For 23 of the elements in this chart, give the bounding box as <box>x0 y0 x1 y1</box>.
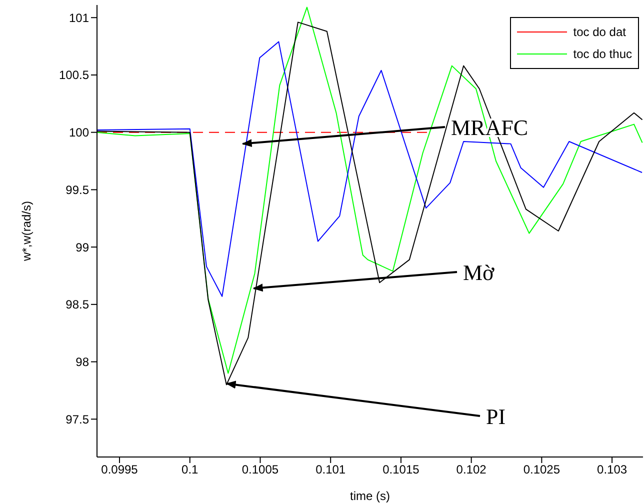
x-axis-title: time (s) <box>350 489 390 503</box>
y-tick-label: 98 <box>76 355 90 370</box>
x-tick-label: 0.102 <box>456 462 487 477</box>
y-tick-label: 99 <box>76 240 90 254</box>
y-tick-label: 97.5 <box>66 412 90 426</box>
y-axis-title: w*,w(rad/s) <box>19 200 34 262</box>
legend-label: toc do dat <box>573 25 626 39</box>
legend-label: toc do thuc <box>573 47 632 61</box>
x-tick-label: 0.1005 <box>242 462 279 477</box>
y-tick-label: 99.5 <box>66 182 90 197</box>
x-tick-label: 0.101 <box>316 462 346 477</box>
x-tick-label: 0.0995 <box>101 462 138 477</box>
x-tick-label: 0.1 <box>182 462 199 477</box>
annotation: Mờ <box>463 260 495 285</box>
y-tick-label: 100.5 <box>58 68 90 82</box>
y-tick-label: 101 <box>68 10 90 25</box>
line-series <box>97 41 643 297</box>
x-tick-label: 0.103 <box>597 462 628 477</box>
annotation: PI <box>486 404 506 429</box>
y-tick-label: 100 <box>68 126 90 140</box>
y-tick-label: 98.5 <box>66 298 90 312</box>
x-tick-label: 0.1015 <box>382 462 420 477</box>
x-tick-label: 0.1025 <box>523 462 560 477</box>
